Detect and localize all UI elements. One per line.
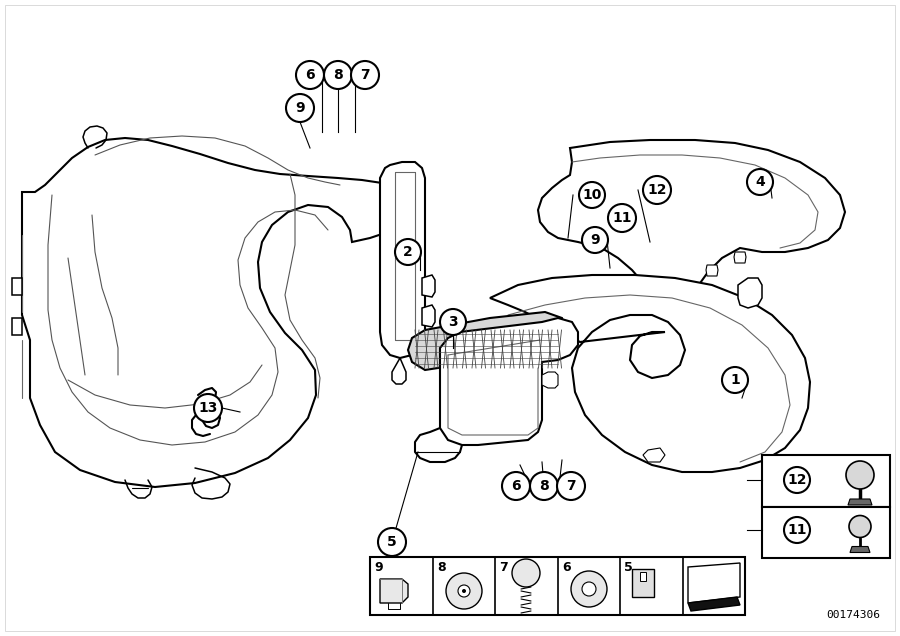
Text: 00174306: 00174306 [826,610,880,620]
Text: 7: 7 [360,68,370,82]
Polygon shape [762,507,890,558]
Polygon shape [688,597,740,611]
Circle shape [324,61,352,89]
Polygon shape [22,138,410,487]
Polygon shape [538,140,845,298]
Text: 11: 11 [788,523,806,537]
Polygon shape [706,265,718,276]
Polygon shape [688,563,740,603]
Polygon shape [380,579,408,603]
Circle shape [849,516,871,537]
Text: 9: 9 [590,233,599,247]
Circle shape [846,461,874,489]
Polygon shape [380,162,425,358]
Polygon shape [422,275,435,297]
Circle shape [286,94,314,122]
Polygon shape [762,455,890,507]
Text: 9: 9 [295,101,305,115]
Circle shape [378,528,406,556]
Text: 7: 7 [566,479,576,493]
Circle shape [784,517,810,543]
Circle shape [446,573,482,609]
Polygon shape [662,279,674,290]
Polygon shape [408,312,565,370]
Polygon shape [542,372,558,388]
Circle shape [395,239,421,265]
Text: 6: 6 [511,479,521,493]
Circle shape [747,169,773,195]
Circle shape [582,227,608,253]
Text: 5: 5 [387,535,397,549]
Polygon shape [370,557,745,615]
Text: 6: 6 [305,68,315,82]
Polygon shape [848,499,872,505]
Polygon shape [12,278,22,295]
Circle shape [579,182,605,208]
Polygon shape [734,252,746,263]
Circle shape [462,589,466,593]
Text: 2: 2 [403,245,413,259]
Polygon shape [640,572,646,581]
Circle shape [502,472,530,500]
Text: 11: 11 [612,211,632,225]
Circle shape [351,61,379,89]
Circle shape [608,204,636,232]
Circle shape [296,61,324,89]
Text: 8: 8 [539,479,549,493]
Polygon shape [850,546,870,553]
Text: 10: 10 [582,188,602,202]
Text: 13: 13 [198,401,218,415]
Text: 12: 12 [788,473,806,487]
Text: 12: 12 [647,183,667,197]
Text: 3: 3 [448,315,458,329]
Polygon shape [490,275,810,472]
Text: 8: 8 [437,561,446,574]
Text: 6: 6 [562,561,571,574]
Circle shape [571,571,607,607]
Circle shape [440,309,466,335]
Circle shape [194,394,222,422]
Circle shape [557,472,585,500]
Polygon shape [738,278,762,308]
Circle shape [458,585,470,597]
Text: 9: 9 [374,561,382,574]
Circle shape [582,582,596,596]
Circle shape [512,559,540,587]
Polygon shape [440,318,578,445]
Circle shape [643,176,671,204]
Polygon shape [422,305,435,327]
Text: 4: 4 [755,175,765,189]
Text: 8: 8 [333,68,343,82]
Text: 7: 7 [499,561,508,574]
Polygon shape [632,569,654,597]
Circle shape [722,367,748,393]
Polygon shape [12,318,22,335]
Polygon shape [643,448,665,462]
Circle shape [784,467,810,493]
Circle shape [530,472,558,500]
Text: 5: 5 [624,561,633,574]
Text: 1: 1 [730,373,740,387]
